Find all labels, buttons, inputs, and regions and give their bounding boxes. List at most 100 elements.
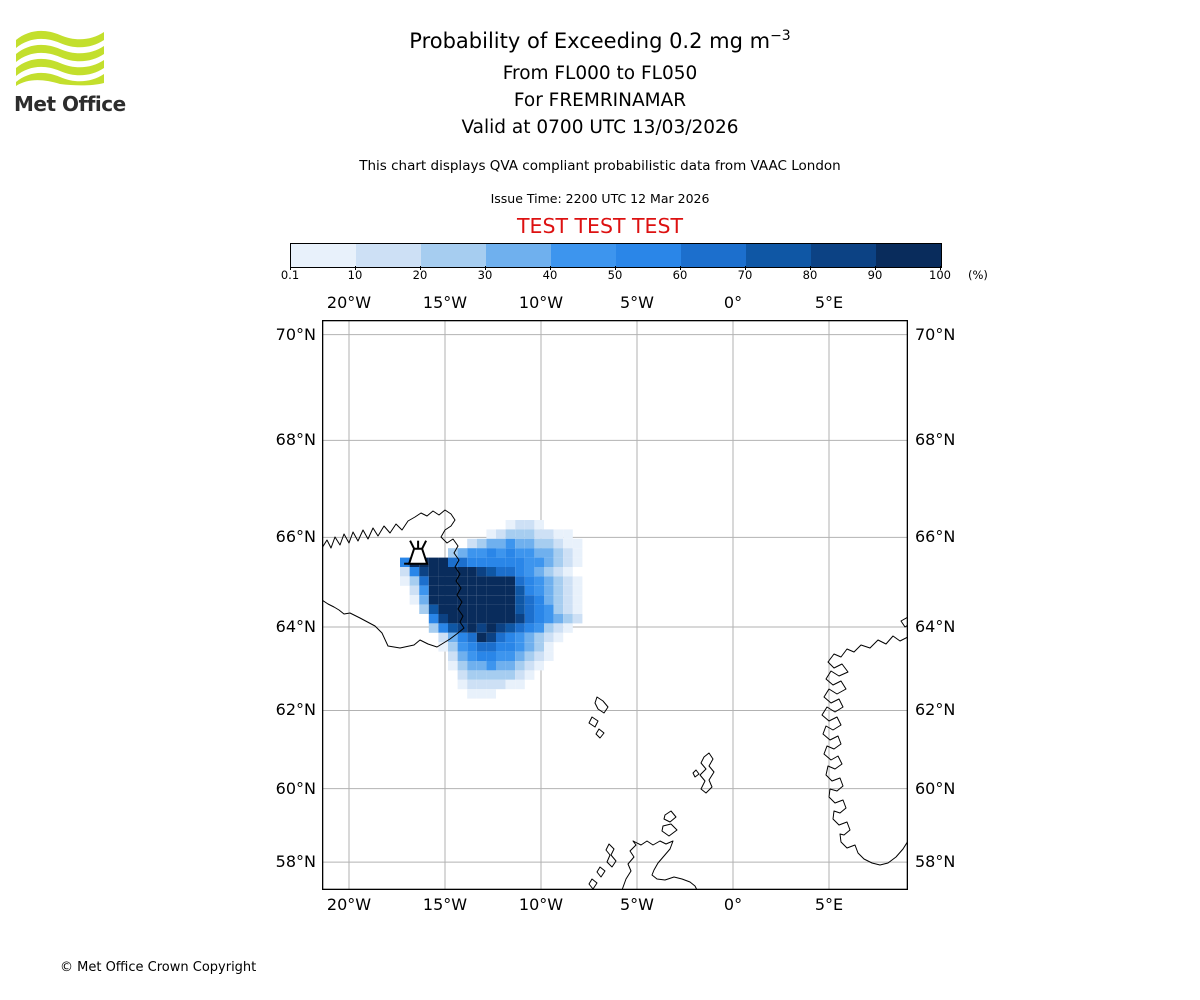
probability-cell <box>476 595 487 605</box>
probability-cell <box>448 557 458 567</box>
probability-cell <box>524 557 535 567</box>
probability-cell <box>563 538 573 549</box>
lat-tick-label-right: 66°N <box>915 527 956 547</box>
coastline-norway-hook <box>900 616 908 628</box>
probability-cell <box>400 567 410 577</box>
probability-cell <box>515 642 525 652</box>
probability-cell <box>486 548 496 558</box>
colorbar-segment-4 <box>486 244 551 267</box>
probability-cell <box>448 595 458 605</box>
probability-cell <box>496 614 506 624</box>
probability-cell <box>524 576 535 586</box>
met-office-waves-icon <box>16 30 104 86</box>
probability-cell <box>467 661 477 671</box>
probability-cell <box>515 670 525 680</box>
volcano-eruption-ray <box>421 540 427 550</box>
coastline-norway <box>821 635 908 866</box>
colorbar-segment-8 <box>746 244 811 267</box>
probability-cell <box>428 604 439 614</box>
probability-cell <box>496 679 506 690</box>
probability-cell <box>467 623 477 633</box>
probability-cell <box>553 585 564 596</box>
probability-cell <box>467 642 477 652</box>
probability-cell <box>486 604 496 614</box>
probability-cell <box>515 576 525 586</box>
copyright-text: © Met Office Crown Copyright <box>60 960 257 975</box>
colorbar-tick-label: 80 <box>802 268 818 282</box>
probability-cell <box>467 679 477 690</box>
probability-cell <box>409 576 420 586</box>
probability-cell <box>467 604 477 614</box>
probability-cell <box>476 679 487 690</box>
probability-cell <box>505 632 516 643</box>
probability-cell <box>505 557 516 567</box>
probability-cell <box>448 548 458 558</box>
colorbar-segment-3 <box>421 244 486 267</box>
probability-cell <box>572 557 583 567</box>
probability-cell <box>457 576 468 586</box>
coastline-hebrides-3 <box>588 878 598 890</box>
colorbar-tickmark <box>550 266 551 270</box>
lon-tick-label-bottom: 10°W <box>518 895 564 914</box>
probability-cell <box>572 604 583 614</box>
volcano-eruption-ray <box>409 540 415 550</box>
probability-cell <box>534 576 544 586</box>
probability-cell <box>572 538 583 549</box>
colorbar-segment-1 <box>291 244 356 267</box>
probability-cell <box>457 623 468 633</box>
subtitle-flight-levels: From FL000 to FL050 <box>502 63 698 84</box>
subtitle-valid-time: Valid at 0700 UTC 13/03/2026 <box>461 117 739 138</box>
probability-cell <box>428 576 439 586</box>
probability-cell <box>524 632 535 643</box>
colorbar-tickmark <box>680 266 681 270</box>
probability-cell <box>400 557 410 567</box>
probability-cell <box>476 604 487 614</box>
probability-cell <box>505 623 516 633</box>
probability-cell <box>476 567 487 577</box>
colorbar-segment-6 <box>616 244 681 267</box>
probability-cell <box>544 595 554 605</box>
coastline-scotland <box>621 840 698 890</box>
lat-tick-label-left: 68°N <box>275 430 316 450</box>
colorbar-tick-label: 20 <box>412 268 428 282</box>
colorbar-segment-2 <box>356 244 421 267</box>
map-frame <box>322 320 908 890</box>
probability-cell <box>486 614 496 624</box>
probability-cell <box>524 604 535 614</box>
probability-cell <box>553 604 564 614</box>
probability-cell <box>563 548 573 558</box>
probability-cell <box>515 595 525 605</box>
probability-cell <box>572 576 583 586</box>
probability-cell <box>505 585 516 596</box>
issue-time: Issue Time: 2200 UTC 12 Mar 2026 <box>490 191 710 206</box>
probability-cell <box>467 595 477 605</box>
probability-cell <box>544 604 554 614</box>
coastline-faroe-3 <box>595 728 605 739</box>
probability-cell <box>563 557 573 567</box>
lat-tick-label-right: 64°N <box>915 616 956 636</box>
probability-cell <box>467 538 477 549</box>
probability-cell <box>515 557 525 567</box>
logo-wave <box>16 44 104 62</box>
probability-cell <box>505 614 516 624</box>
probability-cell <box>476 548 487 558</box>
probability-cell <box>476 557 487 567</box>
probability-cell <box>476 689 487 699</box>
probability-cell <box>563 585 573 596</box>
probability-cell <box>486 679 496 690</box>
colorbar-tickmark <box>615 266 616 270</box>
colorbar-tickmark <box>745 266 746 270</box>
probability-cell <box>505 538 516 549</box>
coastline-hebrides-1 <box>605 843 617 868</box>
lat-tick-label-left: 64°N <box>275 616 316 636</box>
probability-cell <box>496 670 506 680</box>
probability-cell <box>553 595 564 605</box>
probability-cell <box>524 548 535 558</box>
colorbar-segment-5 <box>551 244 616 267</box>
probability-cell <box>467 585 477 596</box>
probability-cell <box>496 529 506 539</box>
probability-cell <box>544 548 554 558</box>
probability-cell <box>467 651 477 661</box>
probability-cell <box>486 623 496 633</box>
